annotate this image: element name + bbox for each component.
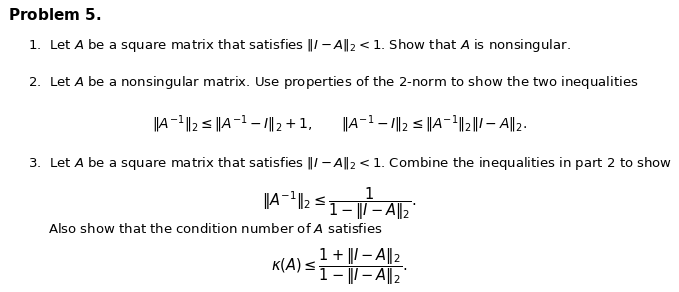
Text: $\kappa(A) \leq \dfrac{1 + \|I - A\|_2}{1 - \|I - A\|_2}.$: $\kappa(A) \leq \dfrac{1 + \|I - A\|_2}{… xyxy=(272,246,407,286)
Text: $\|A^{-1}\|_2 \leq \|A^{-1} - I\|_2 + 1, \qquad \|A^{-1} - I\|_2 \leq \|A^{-1}\|: $\|A^{-1}\|_2 \leq \|A^{-1} - I\|_2 + 1,… xyxy=(152,113,527,135)
Text: Also show that the condition number of $A$ satisfies: Also show that the condition number of $… xyxy=(48,222,383,236)
Text: 2.  Let $A$ be a nonsingular matrix. Use properties of the 2-norm to show the tw: 2. Let $A$ be a nonsingular matrix. Use … xyxy=(28,74,638,91)
Text: 1.  Let $A$ be a square matrix that satisfies $\|I - A\|_2 < 1$. Show that $A$ i: 1. Let $A$ be a square matrix that satis… xyxy=(28,37,571,54)
Text: $\|A^{-1}\|_2 \leq \dfrac{1}{1 - \|I - A\|_2}.$: $\|A^{-1}\|_2 \leq \dfrac{1}{1 - \|I - A… xyxy=(262,185,417,222)
Text: 3.  Let $A$ be a square matrix that satisfies $\|I - A\|_2 < 1$. Combine the ine: 3. Let $A$ be a square matrix that satis… xyxy=(28,155,672,172)
Text: $\mathbf{Problem\ 5.}$: $\mathbf{Problem\ 5.}$ xyxy=(8,7,101,23)
